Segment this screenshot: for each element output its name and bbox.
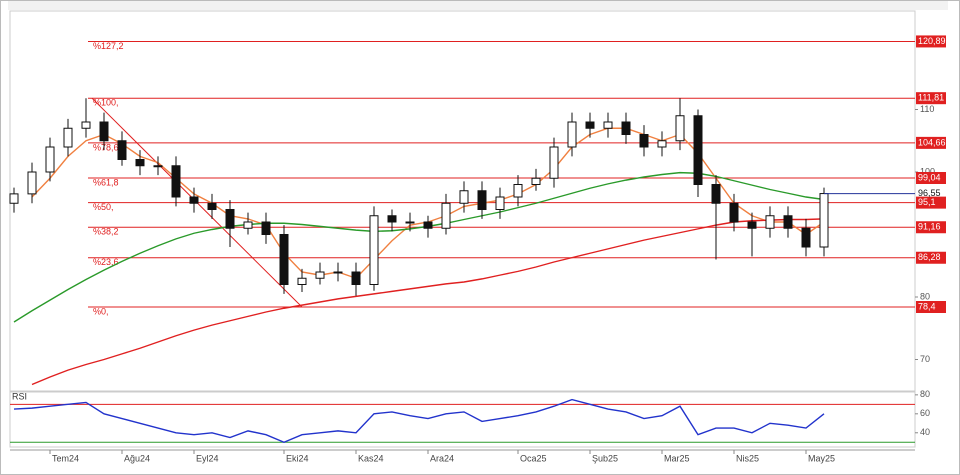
x-tick-label: Kas24 [358, 453, 384, 463]
candle-body [711, 184, 721, 204]
x-tick-label: Ara24 [430, 453, 454, 463]
candle-body [351, 271, 361, 285]
candle-body [63, 127, 73, 148]
fib-label: %23,6 [93, 257, 119, 267]
candle-body [45, 146, 55, 173]
candle-body [693, 115, 703, 185]
x-tick-label: Mar25 [664, 453, 690, 463]
rsi-tick-label: 80 [920, 389, 930, 399]
candle-body [783, 215, 793, 229]
candle-body [261, 221, 271, 235]
fib-value-label: 99,04 [918, 172, 941, 182]
x-tick-label: Nis25 [736, 453, 759, 463]
candle-body [387, 215, 397, 223]
y-tick-label: 80 [920, 291, 930, 301]
rsi-tick-label: 40 [920, 427, 930, 437]
candle-body [567, 121, 577, 148]
candle-body [189, 196, 199, 204]
fib-tag [916, 221, 946, 234]
candle-body [243, 221, 253, 229]
moving-average [31, 218, 825, 386]
fib-value-label: 95,1 [918, 197, 936, 207]
fib-tag [916, 172, 946, 184]
fib-tag [916, 92, 946, 105]
fib-label: %38,2 [93, 227, 119, 237]
x-tick-label: May25 [808, 453, 835, 463]
candle-body [81, 121, 91, 129]
candle-body [603, 121, 613, 129]
candle-body [585, 121, 595, 129]
y-tick-label: 100 [920, 166, 935, 176]
fib-label: %61,8 [93, 177, 119, 187]
fib-value-label: 120,89 [918, 36, 946, 46]
fib-tag [916, 136, 946, 149]
fib-label: %50, [93, 202, 114, 212]
fib-value-label: 104,66 [918, 137, 946, 147]
candle-body [531, 177, 541, 185]
candle-body [495, 196, 505, 210]
candle-body [441, 202, 451, 229]
candle-body [747, 221, 757, 229]
x-tick-label: Oca25 [520, 453, 547, 463]
candle-body [765, 215, 775, 229]
fib-tag [916, 196, 946, 209]
candle-body [297, 277, 307, 285]
candle-body [639, 134, 649, 148]
candle-body [819, 193, 829, 248]
candle-body [729, 202, 739, 223]
fib-label: %100, [93, 98, 119, 108]
x-tick-label: Ağu24 [124, 453, 150, 463]
candle-body [117, 140, 127, 160]
fib-label: %0, [93, 306, 109, 316]
fib-value-label: 86,28 [918, 252, 941, 262]
fib-tag [916, 35, 946, 48]
last-price-label: 96,55 [918, 188, 941, 198]
candle-body [477, 190, 487, 210]
candle-body [153, 165, 163, 168]
x-tick-label: Eyl24 [196, 453, 219, 463]
candle-body [315, 271, 325, 279]
y-tick-label: 110 [920, 104, 934, 114]
moving-average [13, 171, 825, 323]
fib-value-label: 78,4 [918, 301, 936, 311]
candle-body [423, 221, 433, 229]
fib-tag [916, 301, 946, 313]
fib-tag [916, 251, 946, 264]
candle-body [27, 171, 37, 195]
candle-body [369, 215, 379, 285]
rsi-line [13, 398, 825, 444]
candle-body [801, 227, 811, 248]
toolbar [8, 1, 948, 10]
candle-body [621, 121, 631, 135]
candle-body [675, 115, 685, 142]
candle-body [9, 193, 19, 204]
candle-body [513, 184, 523, 198]
x-tick-label: Şub25 [592, 453, 618, 463]
fib-label: %127,2 [93, 41, 124, 51]
rsi-title: RSI [12, 391, 27, 401]
y-tick-label: 70 [920, 354, 930, 364]
candle-body [279, 234, 289, 285]
x-tick-label: Eki24 [286, 453, 309, 463]
candle-body [657, 140, 667, 148]
fib-label: %78,6 [93, 142, 119, 152]
rsi-panel [9, 391, 916, 448]
candle-body [207, 202, 217, 210]
candle-body [171, 165, 181, 198]
candle-body [459, 190, 469, 204]
candle-body [99, 121, 109, 142]
candle-body [135, 159, 145, 167]
candle-body [225, 209, 235, 229]
fib-value-label: 91,16 [918, 222, 941, 232]
fib-value-label: 111,81 [918, 93, 944, 103]
rsi-tick-label: 60 [920, 408, 930, 418]
x-tick-label: Tem24 [52, 453, 79, 463]
candle-body [333, 271, 343, 274]
candle-body [549, 146, 559, 179]
candle-body [405, 221, 415, 224]
